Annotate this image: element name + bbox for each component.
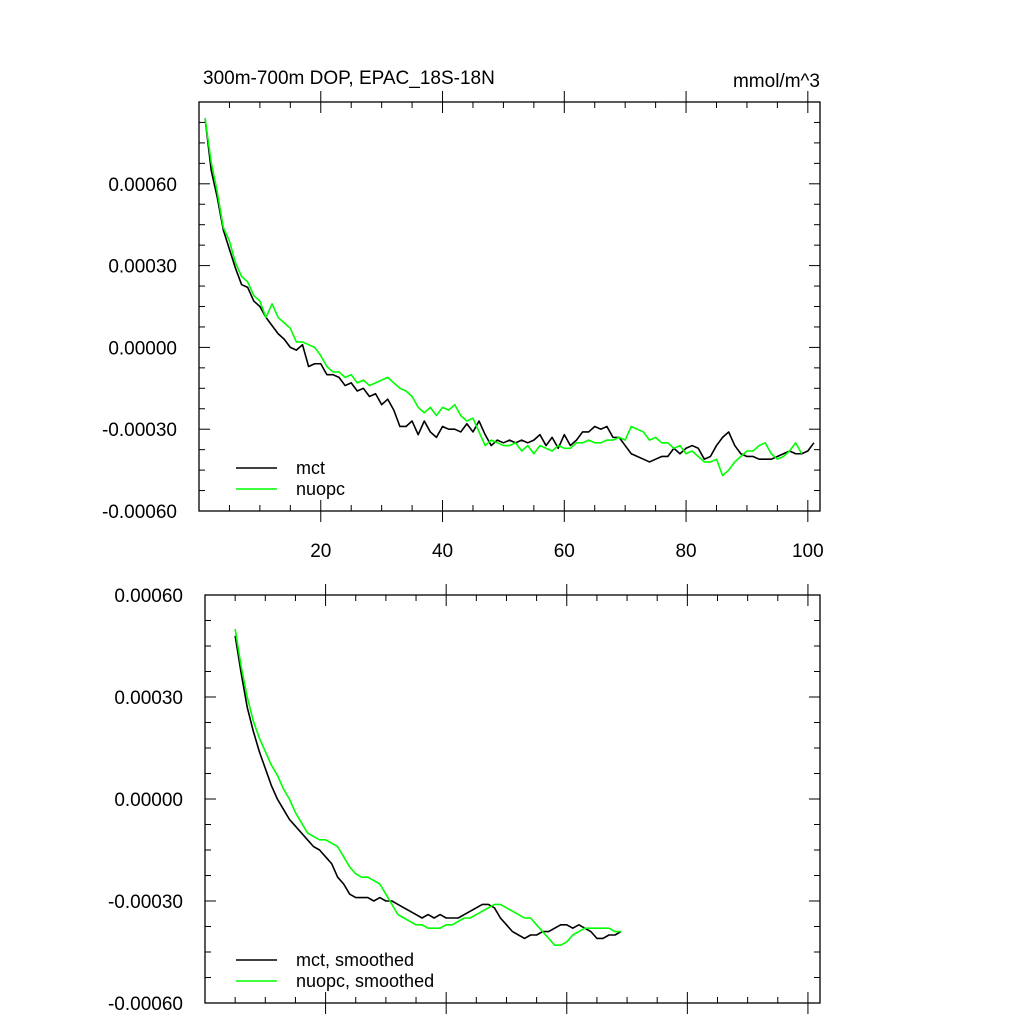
- top-x-tick-label: 80: [675, 541, 696, 562]
- top-x-tick-label: 20: [310, 541, 331, 562]
- bottom-y-tick-label: 0.00060: [114, 586, 183, 607]
- top-y-tick-label: -0.00030: [102, 420, 177, 441]
- legend-label: nuopc: [296, 479, 345, 499]
- bottom-series-nuopc-smoothed: [234, 628, 622, 947]
- bottom-y-tick-label: -0.00030: [108, 892, 183, 913]
- top-chart-panel: 300m-700m DOP, EPAC_18S-18N mmol/m^3 -0.…: [102, 68, 824, 562]
- top-y-tick-label: 0.00030: [108, 257, 177, 278]
- legend-label: nuopc, smoothed: [296, 971, 434, 991]
- top-series-nuopc: [204, 118, 803, 477]
- bottom-plot-frame: [204, 594, 821, 1004]
- top-x-tick-label: 100: [792, 541, 824, 562]
- top-chart-units: mmol/m^3: [733, 71, 820, 92]
- top-chart-title: 300m-700m DOP, EPAC_18S-18N: [203, 68, 495, 89]
- bottom-chart-panel: -0.00060 -0.00030 0.00000 0.00030 0.00060 mc…: [108, 584, 821, 1015]
- legend-label: mct, smoothed: [296, 950, 414, 970]
- bottom-series-mct-smoothed: [234, 635, 622, 940]
- top-y-tick-label: 0.00000: [108, 338, 177, 359]
- top-x-tick-label: 60: [554, 541, 575, 562]
- top-x-tick-label: 40: [432, 541, 453, 562]
- top-plot-frame: [198, 101, 821, 512]
- legend-label: mct: [296, 458, 325, 478]
- top-y-tick-label: -0.00060: [102, 502, 177, 523]
- bottom-y-tick-label: 0.00000: [114, 790, 183, 811]
- bottom-y-tick-label: -0.00060: [108, 994, 183, 1015]
- top-y-tick-label: 0.00060: [108, 175, 177, 196]
- bottom-y-tick-label: 0.00030: [114, 688, 183, 709]
- top-series-mct: [204, 118, 815, 463]
